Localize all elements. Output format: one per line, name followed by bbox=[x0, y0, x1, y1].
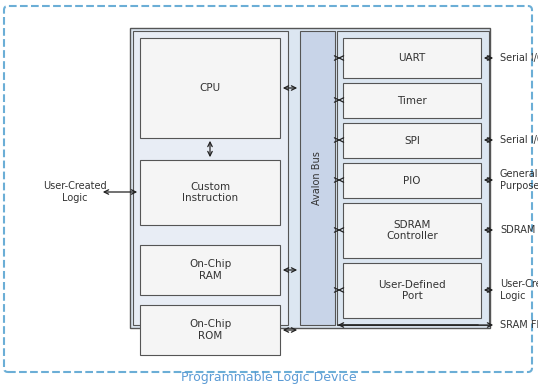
Text: User-Created
Logic: User-Created Logic bbox=[43, 181, 107, 203]
Bar bbox=[130, 28, 490, 328]
Text: SRAM Flash: SRAM Flash bbox=[500, 320, 538, 330]
Bar bbox=[343, 163, 481, 198]
Text: SDRAM: SDRAM bbox=[500, 225, 535, 235]
Bar bbox=[140, 305, 280, 355]
Bar bbox=[343, 123, 481, 158]
Text: Timer: Timer bbox=[397, 96, 427, 105]
Bar bbox=[343, 263, 481, 318]
Text: Programmable Logic Device: Programmable Logic Device bbox=[181, 372, 357, 385]
Bar bbox=[337, 31, 489, 325]
Bar bbox=[140, 245, 280, 295]
Bar bbox=[343, 83, 481, 118]
Bar bbox=[343, 203, 481, 258]
Text: PIO: PIO bbox=[404, 176, 421, 185]
Bar bbox=[140, 38, 280, 138]
Text: User-Created
Logic: User-Created Logic bbox=[500, 279, 538, 301]
Bar bbox=[140, 160, 280, 225]
FancyBboxPatch shape bbox=[4, 6, 532, 372]
Text: User-Defined
Port: User-Defined Port bbox=[378, 280, 446, 301]
Text: On-Chip
RAM: On-Chip RAM bbox=[189, 259, 231, 281]
Text: CPU: CPU bbox=[200, 83, 221, 93]
Text: General-
Purpose I/O: General- Purpose I/O bbox=[500, 169, 538, 191]
Text: On-Chip
ROM: On-Chip ROM bbox=[189, 319, 231, 341]
Text: SDRAM
Controller: SDRAM Controller bbox=[386, 220, 438, 241]
Text: SPI: SPI bbox=[404, 136, 420, 145]
Text: Serial I/O: Serial I/O bbox=[500, 53, 538, 63]
Text: UART: UART bbox=[398, 53, 426, 63]
Bar bbox=[133, 31, 288, 325]
Text: Custom
Instruction: Custom Instruction bbox=[182, 182, 238, 203]
Text: Serial I/O: Serial I/O bbox=[500, 135, 538, 145]
Bar bbox=[343, 38, 481, 78]
Bar bbox=[300, 31, 335, 325]
Text: Avalon Bus: Avalon Bus bbox=[313, 151, 322, 205]
